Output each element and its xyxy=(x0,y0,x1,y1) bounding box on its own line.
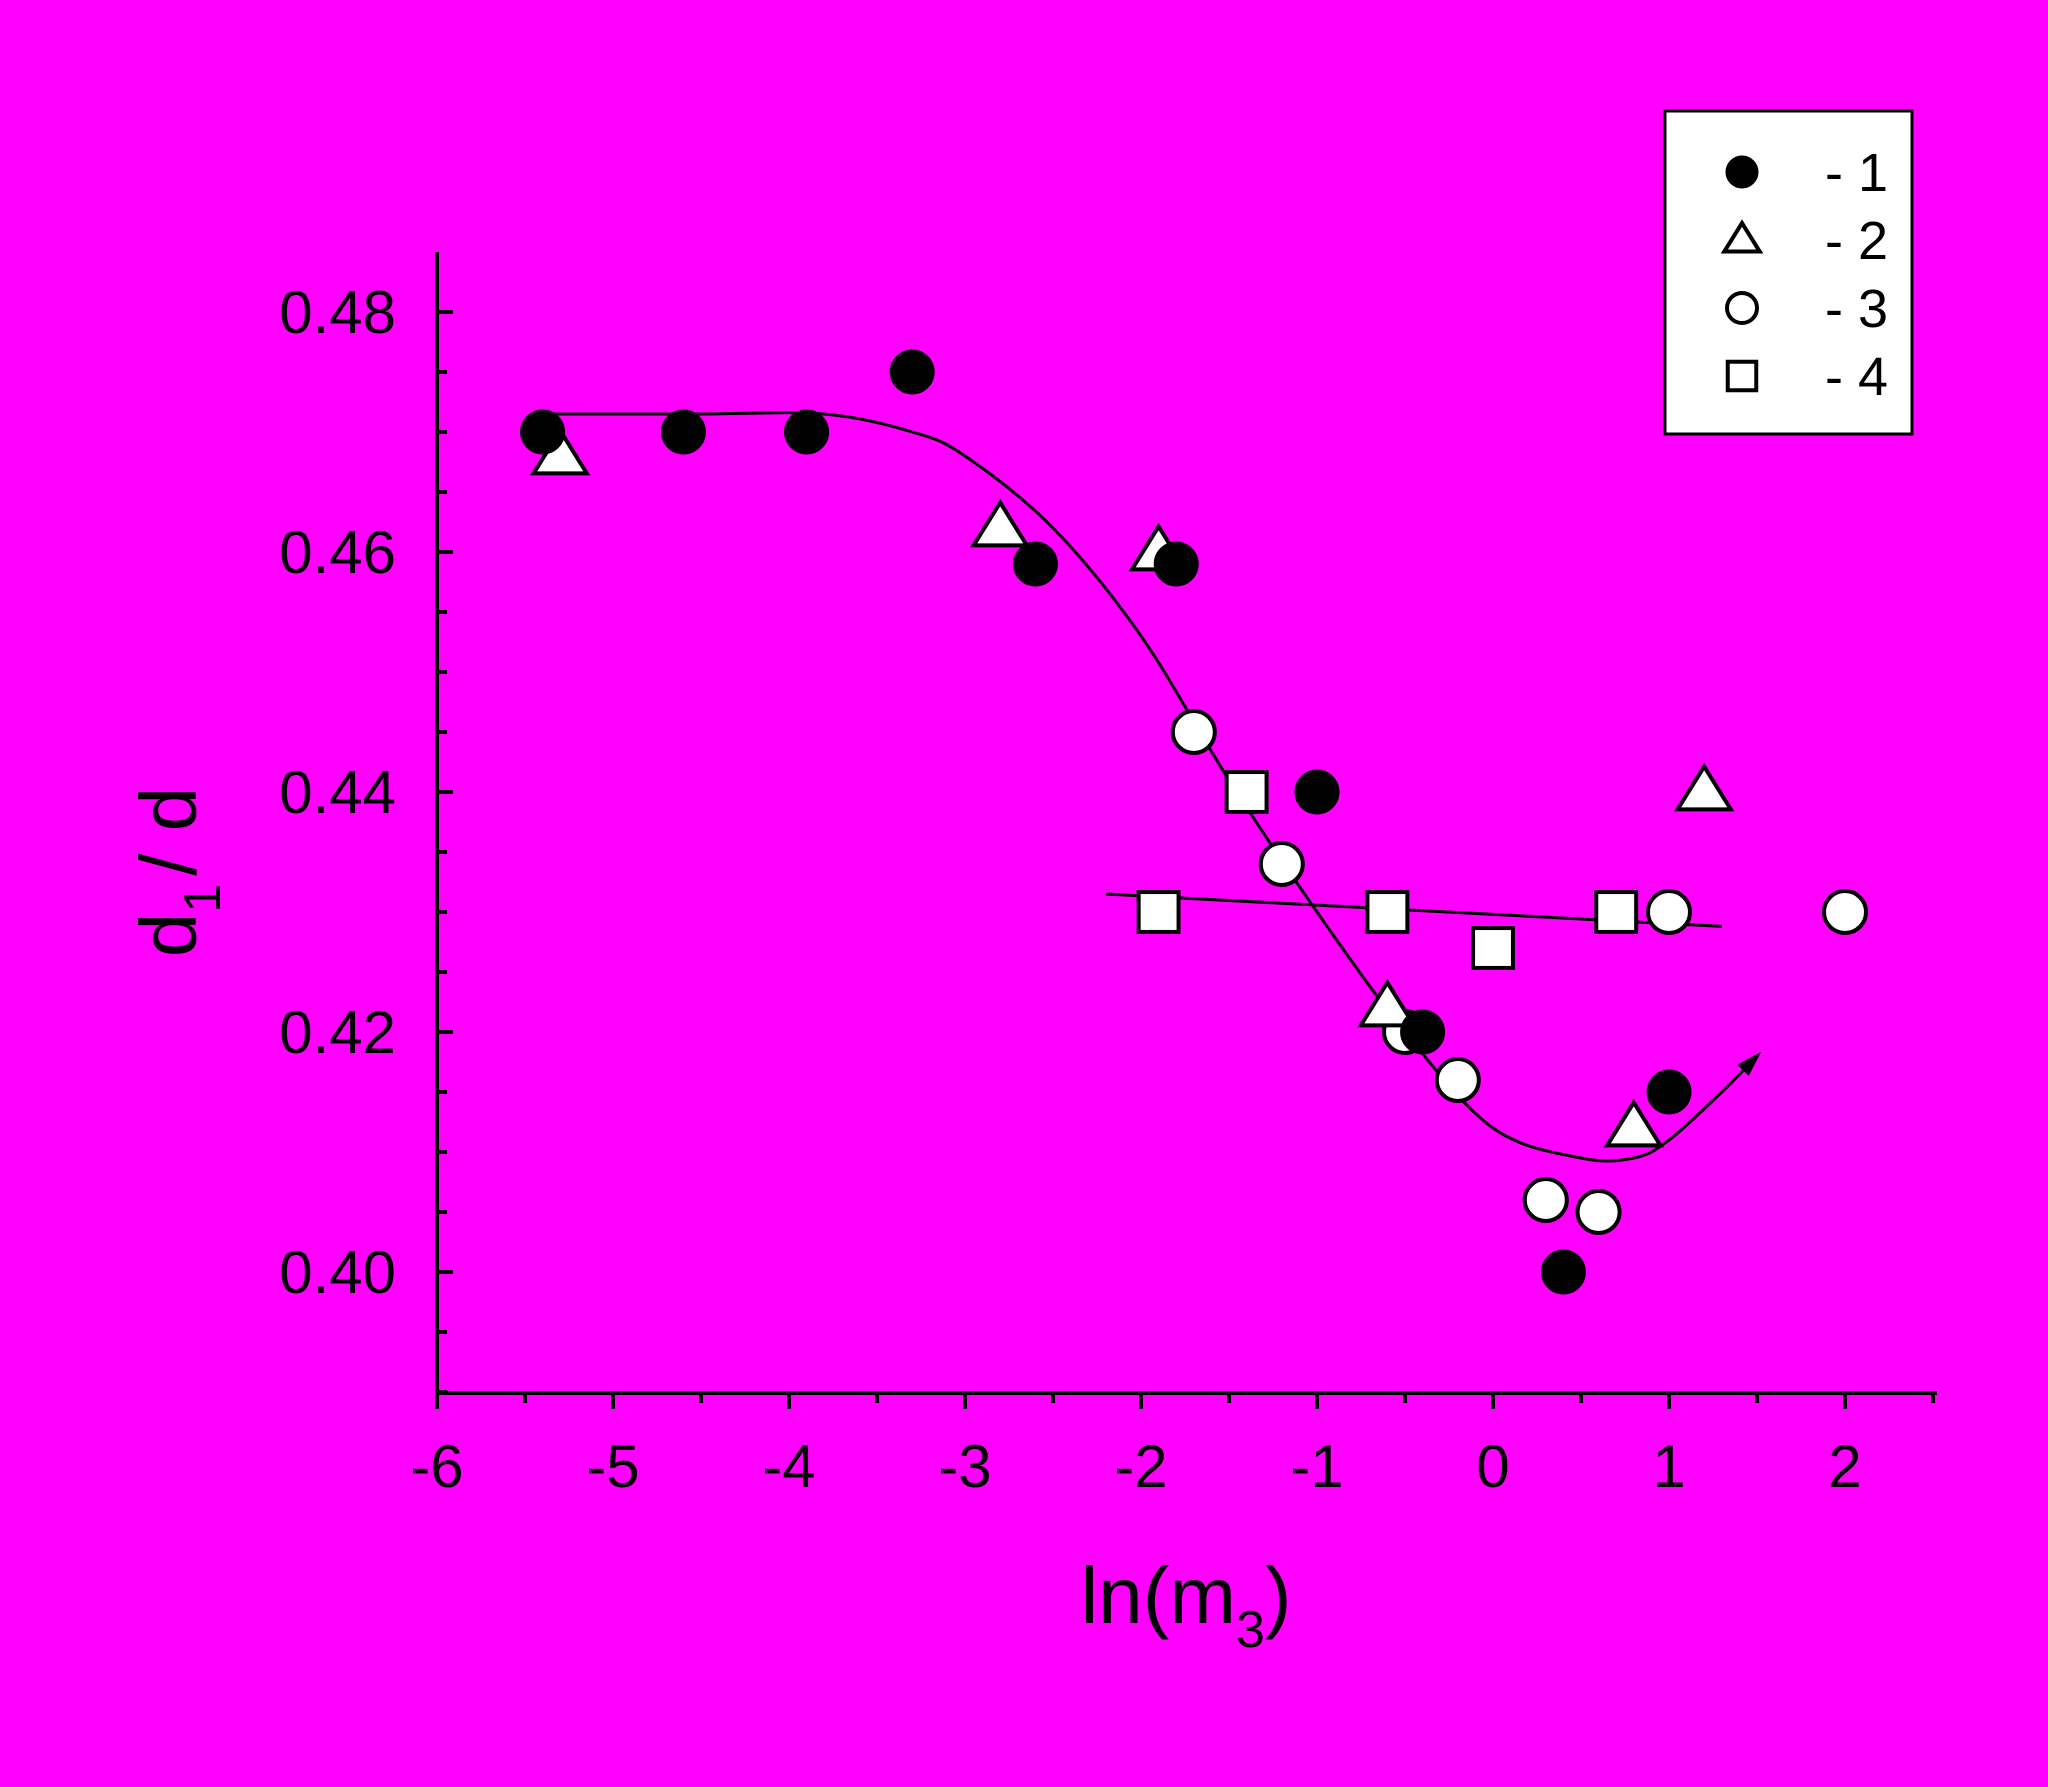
filled-circle-marker xyxy=(520,409,566,455)
legend-open-square-marker xyxy=(1725,359,1759,393)
open-circle-marker xyxy=(1822,889,1868,935)
x-axis-title-subscript: 3 xyxy=(1236,1601,1265,1659)
filled-circle-marker xyxy=(1294,769,1340,815)
x-tick-label: 1 xyxy=(1652,1433,1685,1500)
open-triangle-marker xyxy=(1603,1098,1664,1148)
x-tick-label: -2 xyxy=(1114,1433,1167,1500)
filled-circle-marker xyxy=(1540,1249,1586,1295)
x-tick-label: 0 xyxy=(1476,1433,1509,1500)
open-circle-marker xyxy=(1258,841,1305,887)
x-axis-title-main: ln(m xyxy=(1080,1551,1236,1640)
open-square-marker xyxy=(1594,890,1639,934)
open-square-marker xyxy=(1471,926,1515,970)
y-tick-label: 0.42 xyxy=(279,999,396,1066)
open-triangle-marker xyxy=(1674,762,1735,812)
open-triangle-marker xyxy=(970,498,1031,548)
x-tick-label: -3 xyxy=(938,1433,991,1500)
open-circle-marker xyxy=(1522,1177,1569,1223)
y-tick-label: 0.44 xyxy=(279,759,396,826)
y-axis-title-main: d xyxy=(124,913,213,958)
curve-arrowhead xyxy=(1737,1051,1762,1076)
series-3 xyxy=(1170,709,1868,1235)
legend-open-circle-marker xyxy=(1725,291,1759,325)
legend-label: - 3 xyxy=(1825,279,1888,339)
y-tick-label: 0.46 xyxy=(279,519,396,586)
x-axis-title-close: ) xyxy=(1265,1551,1292,1640)
y-axis-title-subscript: 1 xyxy=(174,884,232,913)
filled-circle-marker xyxy=(1400,1009,1446,1055)
series-1 xyxy=(520,349,1692,1295)
y-tick-label: 0.40 xyxy=(279,1239,396,1306)
x-tick-label: -6 xyxy=(410,1433,463,1500)
legend-label: - 4 xyxy=(1825,347,1888,407)
x-tick-label: -1 xyxy=(1290,1433,1343,1500)
x-tick-label: -5 xyxy=(586,1433,639,1500)
open-circle-marker xyxy=(1170,709,1217,755)
y-axis-title-rest: / d xyxy=(124,787,213,876)
axis-ticks: -6 -5 -4 -3 -2 -1 0 1 2 0.40 0.42 0.44 0.46 0.48 xyxy=(279,279,1935,1500)
data-markers xyxy=(520,349,1868,1295)
legend-items: - 1 - 2 - 3 - 4 xyxy=(1720,143,1888,407)
open-triangle-marker xyxy=(1357,978,1418,1028)
open-square-marker xyxy=(1224,770,1269,814)
y-axis-title: d1 / d xyxy=(124,787,232,957)
x-axis-title: ln(m3) xyxy=(1080,1551,1291,1659)
y-tick-label: 0.48 xyxy=(279,279,396,346)
filled-circle-marker xyxy=(660,409,706,455)
legend-label: - 2 xyxy=(1825,211,1888,271)
legend-box xyxy=(1663,109,1914,436)
legend-label: - 1 xyxy=(1825,143,1888,203)
filled-circle-marker xyxy=(1012,541,1058,587)
open-circle-marker xyxy=(1646,889,1692,935)
x-tick-label: -4 xyxy=(762,1433,815,1500)
filled-circle-marker xyxy=(1646,1069,1692,1115)
legend-filled-circle-marker xyxy=(1725,155,1759,189)
open-square-marker xyxy=(1365,890,1410,934)
series-4 xyxy=(1136,770,1639,970)
filled-circle-marker xyxy=(784,409,830,455)
open-circle-marker xyxy=(1575,1189,1622,1235)
filled-circle-marker xyxy=(889,349,935,395)
open-square-marker xyxy=(1136,890,1181,934)
x-tick-label: 2 xyxy=(1828,1433,1861,1500)
legend-open-triangle-marker xyxy=(1720,219,1764,254)
open-circle-marker xyxy=(1434,1057,1481,1103)
filled-circle-marker xyxy=(1153,541,1199,587)
legend: - 1 - 2 - 3 - 4 xyxy=(1663,109,1914,436)
